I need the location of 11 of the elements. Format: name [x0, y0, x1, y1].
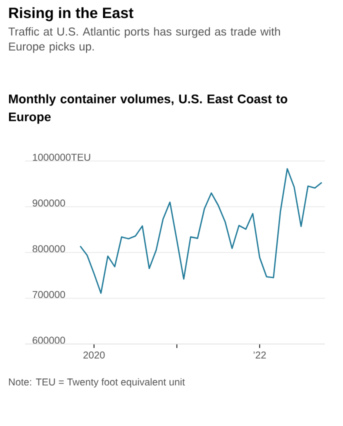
- x-tick-label: 2020: [83, 352, 105, 359]
- chart-title: Rising in the East: [9, 7, 134, 22]
- chart-subtitle: Traffic at U.S. Atlantic ports has surged as trade with Europe picks up.: [8, 27, 280, 53]
- y-tick-label: 1000000TEU: [32, 154, 90, 161]
- y-axis-title: Monthly container volumes, U.S. East Coast to Europe: [9, 94, 288, 124]
- y-tick-label: 800000: [32, 245, 66, 252]
- y-tick-label: 600000: [32, 336, 66, 344]
- text: Note: TEU = Twenty foot equivalent unit: [9, 378, 185, 388]
- y-tick-label: 900000: [32, 200, 66, 207]
- x-tick-label: ’22: [254, 352, 266, 358]
- y-tick-label: 700000: [32, 291, 66, 298]
